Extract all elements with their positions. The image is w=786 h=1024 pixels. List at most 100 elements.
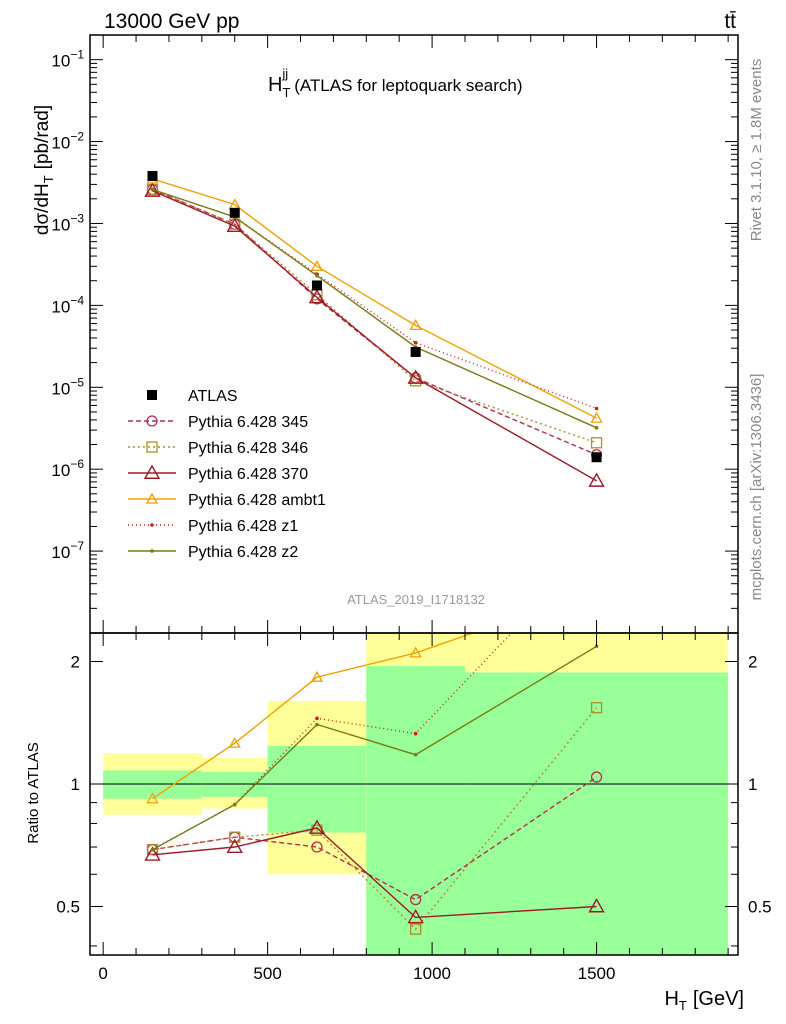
data-point — [409, 646, 422, 658]
data-point — [409, 893, 422, 906]
data-point — [143, 464, 161, 479]
ylabel-post: [pb/rad] — [32, 105, 53, 169]
ratio-y-tick-label: 1 — [71, 775, 80, 794]
y-tick-label: 10−2 — [51, 130, 84, 153]
data-point — [146, 415, 158, 427]
data-point — [144, 846, 161, 861]
legend-entry: Pythia 6.428 ambt1 — [128, 492, 326, 509]
legend-entry: Pythia 6.428 346 — [128, 440, 308, 457]
legend-label: Pythia 6.428 z2 — [188, 544, 298, 561]
ratio-y-tick-label-right: 1 — [748, 775, 757, 794]
data-point — [410, 346, 421, 357]
data-point — [595, 542, 599, 546]
data-point — [315, 716, 319, 721]
data-point — [150, 549, 154, 553]
y-tick-base: 10 — [51, 215, 70, 234]
series-line — [152, 178, 597, 419]
data-point — [315, 273, 319, 278]
data-point — [591, 452, 602, 463]
y-tick-label: 10−1 — [51, 48, 84, 71]
data-point — [407, 369, 424, 384]
data-point — [308, 819, 326, 834]
legend-entry-atlas: ATLAS — [147, 388, 238, 405]
y-tick-exponent: −4 — [70, 293, 84, 307]
y-tick-label: 10−3 — [51, 211, 84, 234]
axis-ticks — [90, 34, 738, 955]
panel-frames — [89, 34, 739, 956]
uncertainty-bands — [103, 633, 729, 955]
data-point — [228, 736, 241, 748]
data-point — [308, 289, 326, 304]
series-line — [152, 707, 598, 931]
ylabel-pre: dσ/dH — [32, 183, 53, 235]
title-sub: T — [282, 85, 290, 100]
series-line — [152, 633, 475, 800]
ratio-y-tick-label-right: 2 — [748, 653, 757, 672]
title-sup: jj — [281, 66, 288, 81]
y-tick-base: 10 — [51, 543, 70, 562]
legend-label: Pythia 6.428 346 — [188, 440, 308, 457]
ratio-panel-frame — [89, 632, 739, 956]
y-tick-label: 10−5 — [51, 375, 84, 398]
y-tick-exponent: −1 — [70, 48, 84, 62]
y-tick-label: 10−6 — [51, 457, 84, 480]
data-point — [226, 217, 243, 233]
x-tick-label: 500 — [253, 964, 281, 983]
ylabel-sub: T — [41, 175, 56, 183]
legend-entry: Pythia 6.428 370 — [128, 464, 308, 483]
y-tick-base: 10 — [51, 379, 70, 398]
legend-label: ATLAS — [188, 388, 238, 405]
data-point — [588, 898, 605, 913]
axis-tick-labels: 0 500 1000 150010−710−610−510−410−310−210−1… — [51, 48, 771, 983]
data-point — [590, 771, 603, 783]
data-point — [232, 802, 237, 807]
ratio-y-tick-label: 0.5 — [56, 897, 80, 916]
title-main: H — [268, 74, 282, 96]
legend-entry: Pythia 6.428 z2 — [128, 544, 298, 561]
series-line — [152, 190, 597, 482]
legend-entry: Pythia 6.428 z1 — [128, 518, 298, 535]
data-point — [592, 585, 602, 594]
data-point — [311, 841, 323, 853]
data-point — [594, 406, 599, 411]
legend: ATLAS Pythia 6.428 345 Pythia 6.428 346 Pyt… — [128, 388, 326, 561]
x-tick-label: 1500 — [578, 964, 616, 983]
data-point — [315, 722, 319, 727]
data-point — [150, 523, 154, 527]
data-point — [150, 187, 155, 192]
data-point — [590, 702, 603, 714]
y-tick-exponent: −6 — [70, 457, 84, 471]
data-point — [310, 670, 324, 682]
inner-uncertainty-band — [267, 745, 367, 833]
data-point — [146, 441, 158, 453]
x-tick-label: 0 — [98, 964, 107, 983]
mcplots-label: mcplots.cern.ch [arXiv:1306.3436] — [748, 374, 765, 601]
legend-label: Pythia 6.428 ambt1 — [188, 492, 326, 509]
data-point — [409, 319, 422, 331]
xlabel-main: H — [664, 988, 678, 1010]
data-point — [413, 752, 418, 757]
main-panel-title: HTjj (ATLAS for leptoquark search) — [268, 66, 523, 100]
inner-uncertainty-band — [366, 665, 465, 955]
ratio-panel-series — [144, 542, 605, 935]
y-tick-base: 10 — [51, 461, 70, 480]
data-point — [594, 426, 599, 430]
ratio-y-tick-label: 2 — [71, 653, 80, 672]
ratio-y-axis-label: Ratio to ATLAS — [25, 742, 42, 843]
data-point — [147, 170, 158, 181]
y-tick-label: 10−4 — [51, 293, 84, 316]
legend-label: Pythia 6.428 345 — [188, 414, 308, 431]
y-tick-exponent: −7 — [70, 539, 84, 553]
main-panel-series — [144, 170, 605, 487]
y-tick-base: 10 — [51, 52, 70, 71]
x-tick-label: 1000 — [413, 964, 451, 983]
ratio-y-tick-label-right: 0.5 — [748, 897, 772, 916]
series-line — [152, 188, 597, 456]
y-tick-label: 10−7 — [51, 539, 84, 562]
series-line — [152, 188, 597, 410]
main-y-axis-label: dσ/dHT [pb/rad] — [32, 105, 56, 235]
data-point — [146, 792, 159, 804]
y-tick-base: 10 — [51, 297, 70, 316]
xlabel-sub: T — [679, 998, 687, 1013]
